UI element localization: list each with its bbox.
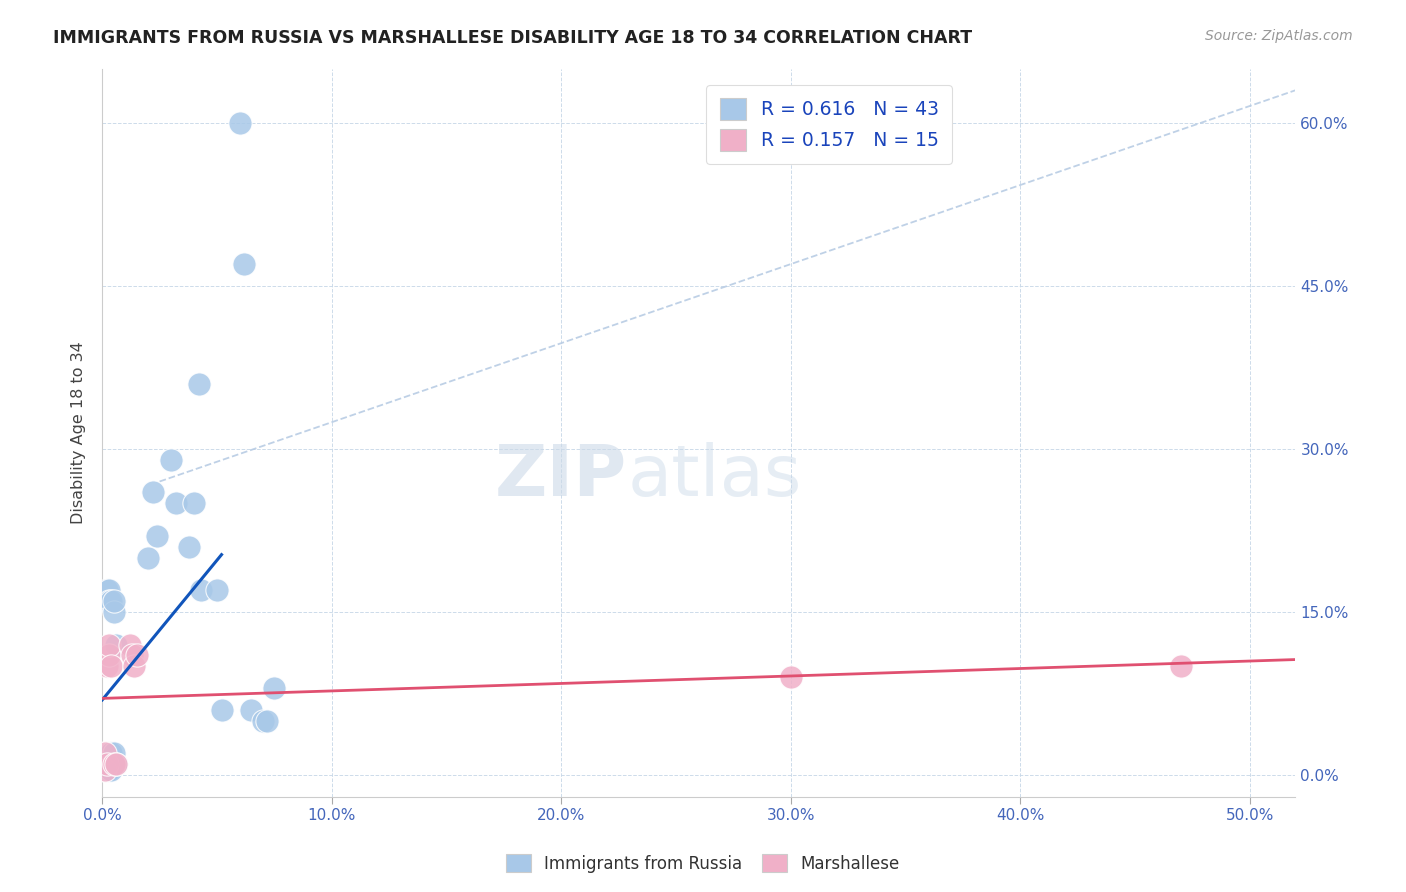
- Point: [103, 594, 125, 608]
- Point: [121, 648, 143, 663]
- Point: [103, 746, 125, 760]
- Point: [103, 757, 125, 772]
- Point: [229, 116, 252, 130]
- Point: [96, 763, 118, 777]
- Text: IMMIGRANTS FROM RUSSIA VS MARSHALLESE DISABILITY AGE 18 TO 34 CORRELATION CHART: IMMIGRANTS FROM RUSSIA VS MARSHALLESE DI…: [53, 29, 973, 47]
- Legend: R = 0.616   N = 43, R = 0.157   N = 15: R = 0.616 N = 43, R = 0.157 N = 15: [706, 85, 952, 164]
- Point: [98, 648, 121, 663]
- Point: [98, 757, 121, 772]
- Point: [100, 757, 122, 772]
- Point: [96, 594, 118, 608]
- Point: [98, 757, 121, 772]
- Point: [183, 496, 205, 510]
- Point: [100, 763, 122, 777]
- Point: [98, 638, 121, 652]
- Point: [104, 638, 127, 652]
- Point: [179, 540, 201, 554]
- Legend: Immigrants from Russia, Marshallese: Immigrants from Russia, Marshallese: [499, 847, 907, 880]
- Point: [160, 452, 183, 467]
- Point: [187, 376, 209, 391]
- Point: [104, 757, 127, 772]
- Point: [100, 746, 122, 760]
- Point: [98, 594, 121, 608]
- Point: [93, 763, 115, 777]
- Point: [100, 594, 122, 608]
- Point: [252, 714, 274, 728]
- Point: [93, 746, 115, 760]
- Point: [779, 670, 801, 684]
- Point: [100, 659, 122, 673]
- Text: ZIP: ZIP: [495, 442, 627, 511]
- Point: [136, 550, 159, 565]
- Point: [96, 757, 118, 772]
- Y-axis label: Disability Age 18 to 34: Disability Age 18 to 34: [72, 342, 86, 524]
- Point: [103, 605, 125, 619]
- Point: [98, 763, 121, 777]
- Point: [96, 746, 118, 760]
- Point: [125, 648, 148, 663]
- Point: [240, 703, 263, 717]
- Point: [211, 703, 233, 717]
- Point: [96, 659, 118, 673]
- Point: [146, 529, 169, 543]
- Point: [98, 746, 121, 760]
- Point: [190, 583, 212, 598]
- Point: [93, 763, 115, 777]
- Point: [100, 746, 122, 760]
- Point: [124, 659, 146, 673]
- Text: atlas: atlas: [627, 442, 801, 511]
- Point: [98, 746, 121, 760]
- Point: [118, 638, 141, 652]
- Text: Source: ZipAtlas.com: Source: ZipAtlas.com: [1205, 29, 1353, 44]
- Point: [96, 583, 118, 598]
- Point: [165, 496, 187, 510]
- Point: [96, 757, 118, 772]
- Point: [98, 583, 121, 598]
- Point: [96, 757, 118, 772]
- Point: [142, 485, 165, 500]
- Point: [104, 757, 127, 772]
- Point: [256, 714, 278, 728]
- Point: [205, 583, 228, 598]
- Point: [1170, 659, 1192, 673]
- Point: [263, 681, 285, 695]
- Point: [93, 757, 115, 772]
- Point: [233, 257, 256, 271]
- Point: [93, 746, 115, 760]
